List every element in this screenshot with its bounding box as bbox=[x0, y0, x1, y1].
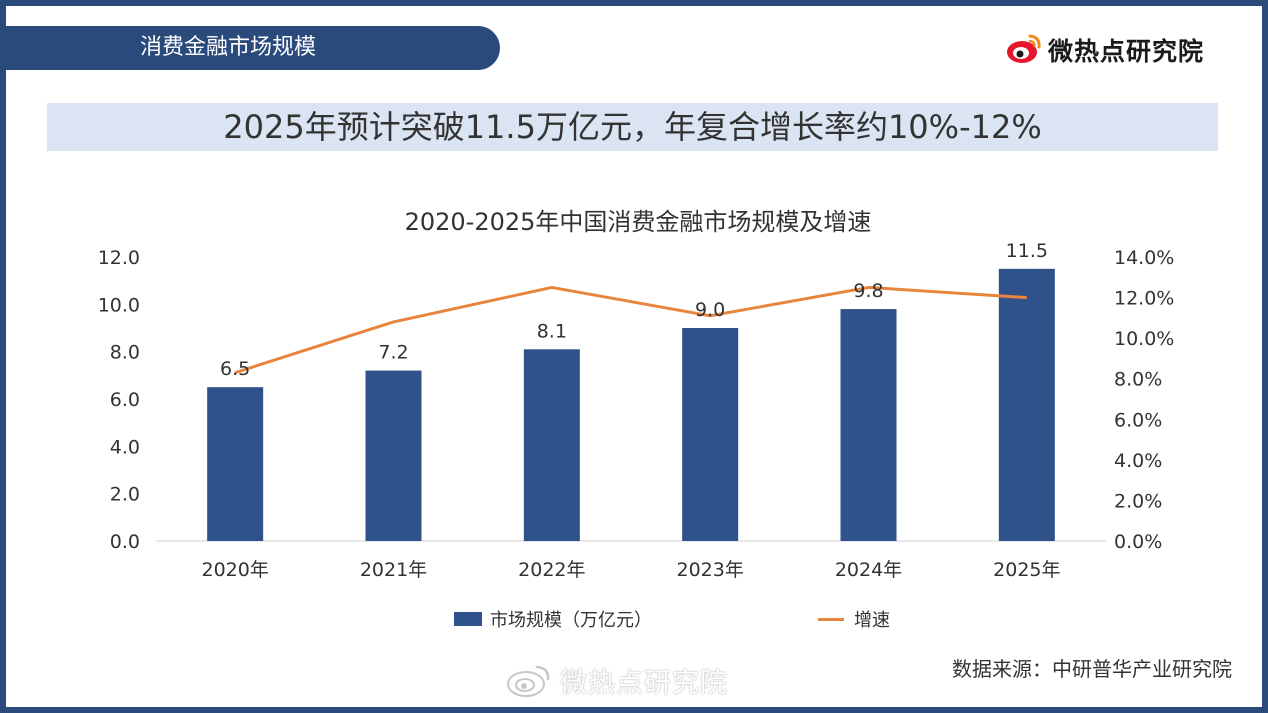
legend-line-swatch bbox=[818, 617, 844, 621]
y-left-tick-label: 8.0 bbox=[110, 342, 140, 364]
legend-bar: 市场规模（万亿元） bbox=[454, 606, 652, 632]
bar-data-label: 7.2 bbox=[378, 342, 408, 364]
chart: 2020-2025年中国消费金融市场规模及增速 0.0 2.0 4.0 6.0 8.0 1… bbox=[98, 208, 1175, 581]
bar bbox=[682, 328, 739, 541]
bar-data-label: 8.1 bbox=[537, 320, 567, 342]
section-title: 消费金融市场规模 bbox=[6, 26, 500, 70]
legend-bar-label: 市场规模（万亿元） bbox=[490, 610, 652, 631]
brand-name: 微热点研究院 bbox=[1048, 37, 1205, 66]
y-left-tick-label: 0.0 bbox=[110, 531, 140, 553]
y-left-tick-label: 6.0 bbox=[110, 389, 140, 411]
weibo-eye-logo-icon bbox=[1007, 34, 1041, 63]
bar bbox=[523, 349, 580, 541]
chart-title: 2020-2025年中国消费金融市场规模及增速 bbox=[405, 208, 872, 236]
y-left-tick-label: 12.0 bbox=[98, 247, 140, 269]
watermark: 微热点研究院 bbox=[506, 661, 728, 700]
bar-data-label: 9.8 bbox=[853, 280, 883, 302]
x-tick-label: 2024年 bbox=[835, 559, 902, 581]
x-tick-label: 2020年 bbox=[201, 559, 268, 581]
legend-line: 增速 bbox=[818, 606, 890, 632]
y-left-tick-label: 2.0 bbox=[110, 484, 140, 506]
x-tick-label: 2022年 bbox=[518, 559, 585, 581]
y-left-tick-label: 10.0 bbox=[98, 294, 140, 316]
bar-data-label: 9.0 bbox=[695, 299, 725, 321]
slide: 消费金融市场规模 微热点研究院 2025年预计突破11.5万亿元，年复合增长率约… bbox=[6, 6, 1262, 707]
y-right-tick-label: 2.0% bbox=[1114, 490, 1162, 512]
y-right-tick-label: 8.0% bbox=[1114, 369, 1162, 391]
x-tick-label: 2021年 bbox=[360, 559, 427, 581]
y-right-tick-label: 6.0% bbox=[1114, 409, 1162, 431]
headline: 2025年预计突破11.5万亿元，年复合增长率约10%-12% bbox=[47, 103, 1218, 151]
y-right-tick-label: 14.0% bbox=[1114, 247, 1174, 269]
y-right-tick-label: 0.0% bbox=[1114, 531, 1162, 553]
weibo-watermark-icon bbox=[507, 665, 550, 697]
y-left-tick-label: 4.0 bbox=[110, 436, 140, 458]
bar bbox=[840, 309, 897, 541]
source-note: 数据来源：中研普华产业研究院 bbox=[952, 657, 1232, 681]
y-right-tick-label: 10.0% bbox=[1114, 328, 1174, 350]
bar bbox=[998, 268, 1055, 541]
y-right-tick-label: 4.0% bbox=[1114, 450, 1162, 472]
brand: 微热点研究院 bbox=[1006, 30, 1204, 70]
y-right-tick-label: 12.0% bbox=[1114, 288, 1174, 310]
bar bbox=[365, 370, 422, 541]
bar bbox=[207, 387, 264, 541]
legend-bar-swatch bbox=[454, 612, 482, 626]
growth-line bbox=[234, 285, 1027, 375]
x-tick-label: 2025年 bbox=[993, 559, 1060, 581]
bar-data-label: 11.5 bbox=[1006, 240, 1048, 262]
watermark-text: 微热点研究院 bbox=[560, 668, 728, 699]
legend-line-label: 增速 bbox=[854, 610, 890, 631]
bar-data-label: 6.5 bbox=[220, 358, 250, 380]
x-tick-label: 2023年 bbox=[676, 559, 743, 581]
